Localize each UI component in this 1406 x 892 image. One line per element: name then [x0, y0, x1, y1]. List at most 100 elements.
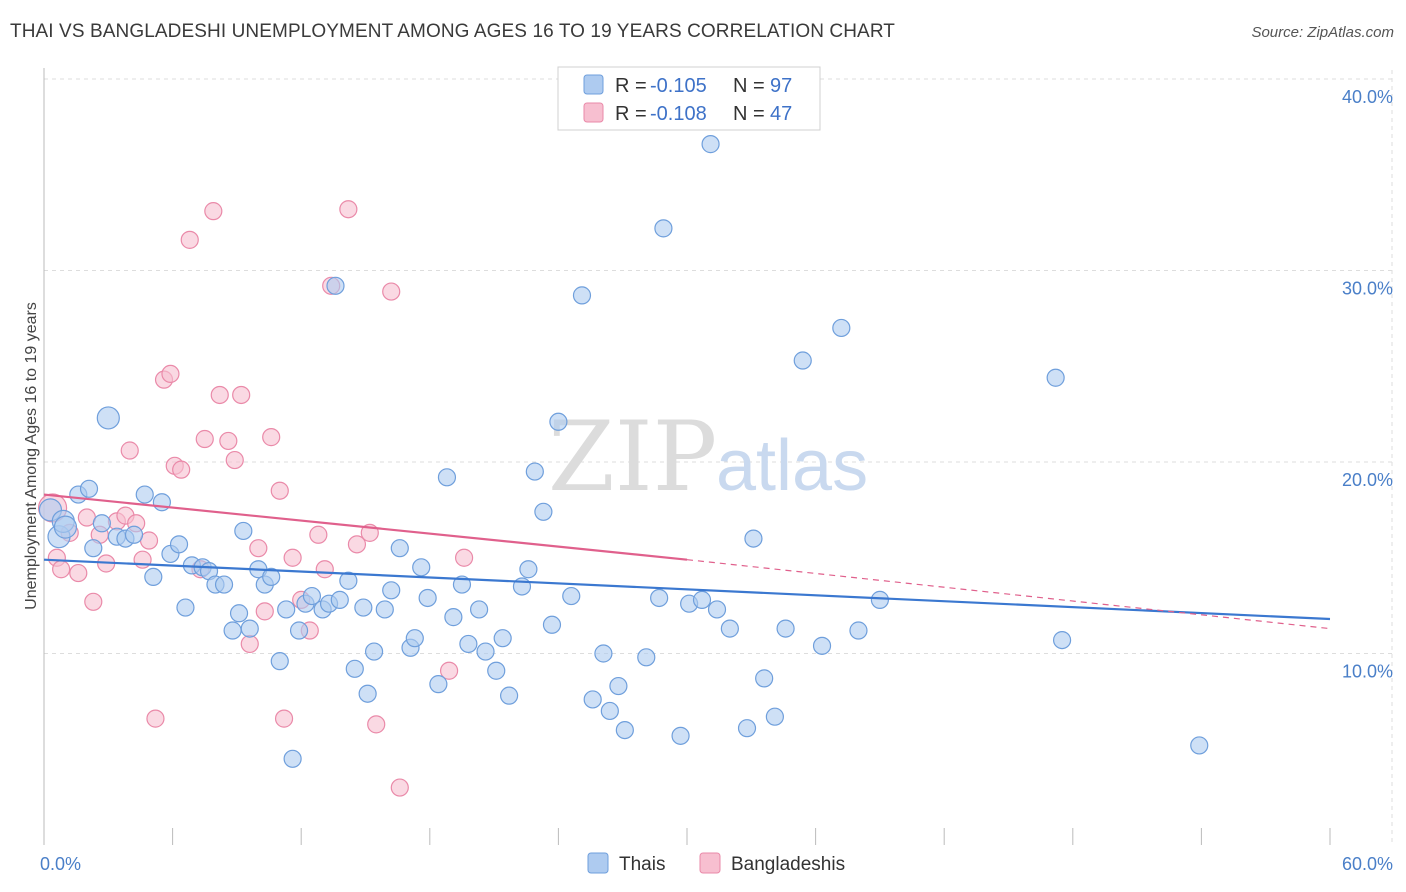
thai-point	[382, 581, 401, 600]
thai-point	[444, 608, 463, 627]
legend-bangla-n-value: 47	[770, 103, 792, 125]
thai-point	[476, 642, 495, 661]
thai-point	[654, 219, 673, 238]
bangladeshi-point	[120, 441, 139, 460]
thai-point	[755, 669, 774, 688]
y-tick-label: 20.0%	[1342, 470, 1393, 490]
thai-point	[701, 135, 720, 154]
thai-point	[176, 598, 195, 617]
thai-point	[671, 726, 690, 745]
thai-trend-line	[43, 558, 1331, 621]
bottom-legend-thai-swatch	[587, 852, 609, 874]
thai-point	[277, 600, 296, 619]
bangladeshi-point	[347, 535, 367, 554]
thai-point	[229, 604, 249, 623]
thai-point	[390, 539, 409, 558]
y-tick-labels: 10.0% 20.0% 30.0% 40.0%	[1342, 87, 1393, 682]
bangladeshi-point	[84, 592, 103, 611]
thai-point	[600, 701, 619, 721]
thai-point	[262, 567, 281, 587]
bottom-legend-thai-label: Thais	[619, 854, 665, 875]
legend-box: R = -0.105 N = 97 R = -0.108 N = 47	[557, 66, 821, 131]
thai-point	[519, 560, 538, 579]
thai-point	[707, 600, 727, 619]
thai-point	[1046, 368, 1065, 387]
legend-bangla-n-label: N =	[733, 103, 765, 125]
bottom-legend-bangla-swatch	[699, 852, 721, 874]
legend-thai-swatch	[583, 74, 604, 95]
thai-point	[542, 615, 562, 634]
thai-point	[144, 567, 163, 587]
thai-point	[452, 575, 472, 594]
bottom-legend: Thais Bangladeshis	[587, 852, 845, 875]
thai-point	[849, 621, 868, 640]
thai-point	[1052, 630, 1072, 650]
thai-point	[234, 521, 253, 541]
thai-point	[135, 485, 154, 504]
thai-point	[459, 634, 478, 654]
thai-point	[487, 661, 506, 680]
source-credit: Source: ZipAtlas.com	[1251, 24, 1394, 41]
bangladeshi-point	[240, 634, 259, 654]
bangladeshi-point	[315, 560, 334, 579]
bangladeshi-point	[172, 460, 191, 479]
thai-point	[283, 749, 302, 768]
thai-point	[776, 619, 795, 638]
x-tick-label: 60.0%	[1342, 854, 1393, 874]
trend-lines	[43, 493, 1331, 630]
legend-bangla-swatch	[583, 102, 604, 123]
y-tick-label: 40.0%	[1342, 87, 1393, 107]
thai-point	[330, 590, 349, 609]
grid-lines	[44, 70, 1393, 845]
thai-point	[412, 558, 431, 577]
bangladeshi-point	[262, 428, 281, 447]
thai-point	[637, 648, 656, 667]
thai-point	[469, 600, 489, 619]
bangladeshi-point	[367, 715, 386, 734]
thai-point	[289, 621, 309, 640]
thai-point	[418, 588, 437, 608]
thai-point	[214, 575, 234, 594]
bangladeshi-point	[339, 200, 358, 219]
bangladeshis-points	[37, 200, 474, 797]
thai-point	[737, 719, 757, 738]
thai-point	[240, 619, 259, 638]
thai-point	[812, 636, 832, 655]
thai-point	[765, 707, 784, 726]
y-axis-label: Unemployment Among Ages 16 to 19 years	[23, 302, 40, 610]
thai-point	[1190, 736, 1209, 755]
bangladeshi-point	[274, 709, 294, 728]
thai-point	[124, 525, 144, 544]
thai-point	[169, 535, 189, 554]
x-tick-label: 0.0%	[40, 854, 81, 874]
bangladeshi-trend-extension	[686, 559, 1331, 630]
legend-thai-n-label: N =	[733, 75, 765, 97]
thai-point	[53, 515, 78, 539]
thai-point	[364, 642, 384, 661]
bangladeshi-point	[249, 539, 268, 558]
thai-point	[339, 571, 358, 590]
thai-point	[594, 644, 613, 663]
legend-bangla-r-label: R =	[615, 103, 647, 125]
thai-point	[720, 619, 739, 638]
bangladeshi-point	[270, 481, 289, 500]
bangladeshi-point	[204, 202, 223, 221]
bangladeshi-point	[69, 563, 88, 583]
thai-point	[562, 586, 581, 606]
thai-point	[744, 529, 763, 548]
legend-thai-r-label: R =	[615, 75, 647, 97]
watermark-atlas: atlas	[716, 426, 868, 506]
bangladeshi-point	[219, 431, 238, 451]
legend-thai-n-value: 97	[770, 75, 792, 97]
axes	[43, 68, 1331, 845]
thai-point	[534, 502, 553, 521]
legend-bangla-r-value: -0.108	[650, 103, 707, 125]
thai-point	[354, 598, 373, 617]
bangladeshi-point	[146, 709, 165, 728]
thai-point	[870, 590, 890, 609]
bangladeshi-point	[133, 550, 152, 569]
thai-point	[79, 479, 99, 498]
thai-point	[358, 684, 377, 703]
thai-point	[223, 621, 242, 640]
